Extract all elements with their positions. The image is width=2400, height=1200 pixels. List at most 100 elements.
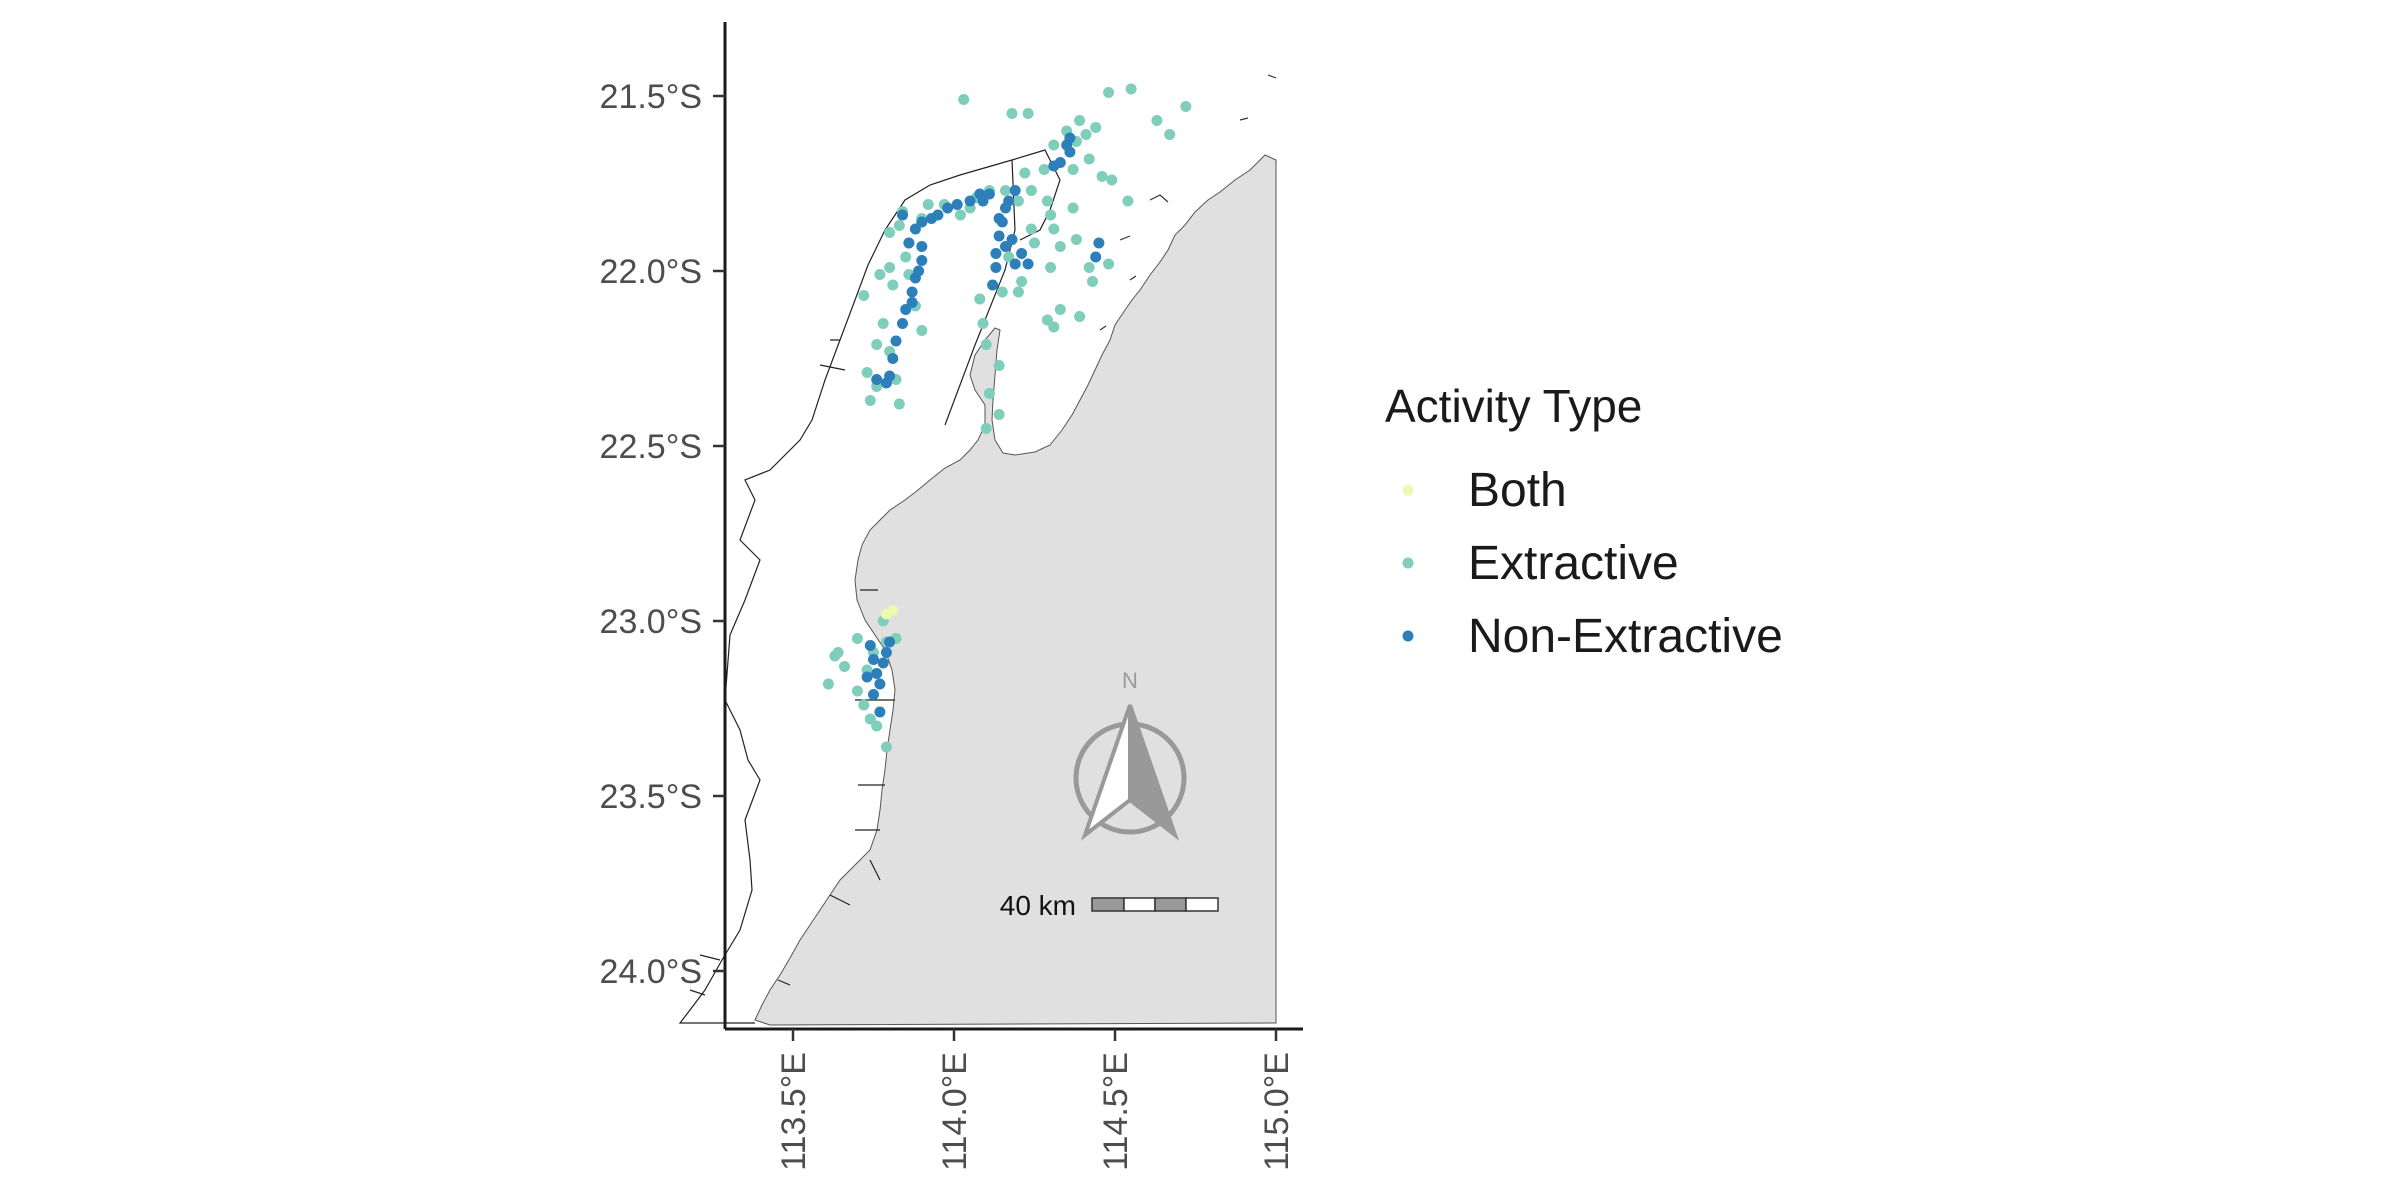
data-point	[887, 605, 899, 616]
series-non-extractive	[861, 132, 1105, 718]
data-point	[1048, 223, 1060, 235]
data-point	[993, 409, 1005, 420]
data-point	[1016, 248, 1028, 259]
data-point	[1103, 258, 1115, 270]
data-point	[951, 199, 963, 210]
data-point	[868, 689, 879, 700]
map-panel	[678, 74, 1277, 1026]
data-point	[913, 265, 925, 277]
y-tick-label: 23.0°S	[600, 603, 702, 641]
data-point	[871, 720, 883, 732]
data-point	[1083, 262, 1095, 273]
data-point	[1022, 258, 1034, 270]
data-point	[906, 297, 918, 308]
data-point	[822, 678, 834, 690]
data-point	[1048, 160, 1060, 172]
data-point	[832, 647, 844, 658]
data-point	[1041, 195, 1053, 207]
data-point	[1048, 139, 1060, 151]
coastline-islands	[1099, 74, 1277, 331]
data-point	[1070, 234, 1082, 245]
data-point	[1045, 209, 1057, 221]
data-point	[954, 209, 966, 221]
data-point	[958, 94, 970, 105]
legend: Activity Type Both Extractive Non-Extracti…	[1385, 380, 1783, 663]
data-point	[922, 199, 934, 210]
data-point	[851, 633, 863, 644]
data-point	[871, 374, 883, 385]
north-arrow-label: N	[1122, 668, 1138, 693]
data-point	[977, 318, 989, 329]
marine-park-zones	[678, 149, 1061, 1024]
data-point	[877, 657, 889, 669]
data-point	[980, 423, 992, 434]
data-point	[1054, 304, 1066, 315]
data-point	[874, 678, 886, 690]
data-point	[893, 398, 905, 410]
data-point	[1074, 115, 1086, 126]
data-point	[1054, 241, 1066, 252]
data-point	[1067, 164, 1079, 175]
data-point	[884, 262, 896, 273]
data-point	[916, 241, 928, 252]
activity-points	[822, 83, 1192, 753]
x-tick-label: 115.0°E	[1258, 1052, 1296, 1171]
x-tick-label: 114.0°E	[936, 1052, 974, 1171]
scale-bar: 40 km	[1000, 890, 1219, 921]
data-point	[916, 255, 928, 266]
data-point	[880, 741, 892, 753]
data-point	[1074, 311, 1086, 322]
data-point	[1083, 153, 1095, 165]
data-point	[1025, 185, 1037, 196]
data-point	[1041, 314, 1053, 326]
scale-bar-segment-2	[1123, 897, 1156, 912]
data-point	[1038, 164, 1050, 175]
data-point	[871, 668, 883, 679]
data-point	[1093, 237, 1105, 249]
data-point	[864, 713, 876, 725]
data-point	[980, 339, 992, 350]
data-point	[1048, 321, 1060, 333]
data-point	[1019, 167, 1031, 179]
data-point	[1003, 251, 1015, 263]
legend-label: Both	[1468, 464, 1567, 517]
data-point	[1061, 139, 1073, 151]
data-point	[887, 353, 899, 364]
data-point	[1090, 122, 1102, 133]
y-tick-label: 23.5°S	[600, 778, 702, 816]
scale-bar-label: 40 km	[1000, 890, 1076, 921]
data-point	[1006, 234, 1018, 245]
y-tick-label: 24.0°S	[600, 953, 702, 991]
data-point	[1045, 262, 1057, 273]
data-point	[1151, 115, 1163, 126]
data-point	[993, 360, 1005, 371]
data-point	[916, 325, 928, 336]
data-point	[861, 367, 873, 378]
legend-key	[1402, 484, 1414, 496]
data-point	[884, 636, 896, 648]
data-point	[1164, 129, 1176, 140]
legend-key	[1402, 557, 1414, 569]
data-point	[1009, 258, 1021, 270]
legend-label: Extractive	[1468, 537, 1679, 590]
data-point	[932, 209, 944, 221]
data-point	[897, 318, 908, 329]
series-extractive	[822, 83, 1192, 753]
scale-bar-segment-3	[1154, 897, 1187, 912]
data-point	[1006, 108, 1018, 119]
scale-bar-segment-1	[1091, 897, 1125, 912]
data-point	[900, 251, 912, 263]
data-point	[871, 339, 883, 350]
scale-bar-segment-4	[1185, 897, 1219, 912]
data-point	[877, 318, 889, 329]
data-point	[977, 195, 989, 207]
data-point	[1016, 276, 1028, 287]
legend-label: Non-Extractive	[1468, 610, 1783, 663]
axes: 21.5°S 22.0°S 22.5°S 23.0°S 23.5°S 24.0°S 113.…	[600, 22, 1303, 1171]
data-point	[983, 188, 995, 200]
data-point	[1000, 185, 1011, 196]
data-point	[1122, 195, 1134, 207]
series-both	[880, 605, 899, 620]
data-point	[874, 269, 886, 280]
